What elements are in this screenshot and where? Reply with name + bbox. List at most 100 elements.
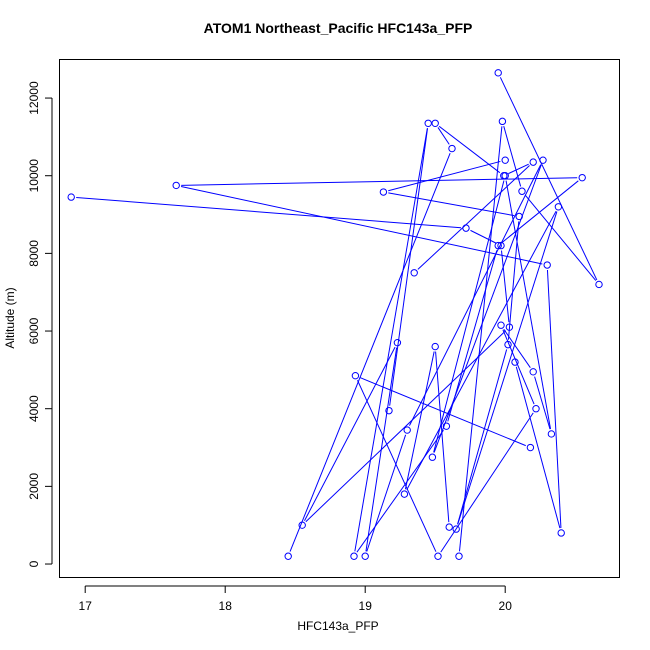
series-lines bbox=[76, 77, 598, 553]
data-point bbox=[351, 371, 360, 380]
series-segment bbox=[515, 366, 561, 529]
data-point bbox=[448, 144, 456, 153]
data-point bbox=[526, 443, 535, 452]
series-segment bbox=[409, 164, 542, 426]
series-segment bbox=[388, 160, 501, 192]
series-segment bbox=[438, 125, 501, 174]
data-point bbox=[431, 119, 439, 127]
series-segment bbox=[534, 376, 551, 430]
y-tick-label: 8000 bbox=[27, 240, 41, 267]
data-point bbox=[442, 422, 451, 430]
series-segment bbox=[508, 163, 529, 175]
data-point bbox=[504, 340, 512, 349]
data-points bbox=[67, 69, 603, 560]
data-point bbox=[501, 172, 509, 180]
series-segment bbox=[357, 380, 437, 552]
series-segment bbox=[457, 349, 508, 525]
x-tick-label: 17 bbox=[79, 599, 93, 613]
data-point bbox=[428, 453, 437, 461]
data-point bbox=[410, 269, 418, 277]
series-segment bbox=[305, 330, 507, 523]
data-point bbox=[529, 158, 537, 166]
series-segment bbox=[437, 127, 450, 145]
x-tick-label: 18 bbox=[219, 599, 233, 613]
data-point bbox=[403, 426, 411, 434]
series-segment bbox=[359, 377, 526, 447]
data-point bbox=[350, 552, 358, 560]
series-segment bbox=[433, 180, 505, 453]
series-segment bbox=[433, 164, 542, 453]
data-point bbox=[455, 552, 463, 560]
chart-title: ATOM1 Northeast_Pacific HFC143a_PFP bbox=[204, 20, 473, 36]
series-segment bbox=[501, 250, 510, 323]
series-segment bbox=[354, 128, 428, 552]
data-point bbox=[578, 173, 586, 182]
series-segment bbox=[366, 434, 407, 552]
data-point bbox=[498, 117, 507, 126]
series-segment bbox=[524, 194, 597, 281]
data-point bbox=[494, 241, 502, 250]
data-point bbox=[529, 368, 537, 376]
series-segment bbox=[404, 351, 435, 490]
series-segment bbox=[181, 177, 578, 186]
data-point bbox=[501, 156, 509, 164]
data-point bbox=[361, 552, 369, 560]
data-point bbox=[505, 323, 514, 331]
x-tick-label: 19 bbox=[359, 599, 373, 613]
data-point bbox=[385, 406, 393, 415]
data-point bbox=[497, 241, 505, 250]
data-point bbox=[462, 224, 470, 232]
series-segment bbox=[289, 152, 451, 552]
data-point bbox=[67, 193, 75, 201]
data-point bbox=[511, 358, 519, 366]
data-point bbox=[172, 181, 180, 190]
data-point bbox=[400, 490, 409, 498]
series-segment bbox=[470, 229, 497, 244]
y-tick-label: 12000 bbox=[27, 81, 41, 115]
series-segment bbox=[440, 412, 534, 553]
data-point bbox=[298, 521, 306, 529]
data-point bbox=[539, 156, 547, 164]
y-axis: 0 2000 4000 6000 8000 10000 12000 bbox=[27, 81, 53, 567]
series-segment bbox=[435, 351, 450, 523]
series-segment bbox=[406, 210, 557, 490]
data-point bbox=[393, 338, 402, 347]
x-axis: 17 18 19 20 bbox=[79, 585, 512, 613]
series-segment bbox=[458, 126, 503, 552]
data-point bbox=[431, 342, 439, 351]
data-point bbox=[497, 321, 505, 329]
x-axis-label: HFC143a_PFP bbox=[297, 619, 378, 633]
y-tick-label: 2000 bbox=[27, 473, 41, 500]
data-point bbox=[547, 430, 556, 438]
series-segment bbox=[505, 180, 552, 430]
series-segment bbox=[388, 192, 515, 217]
series-segment bbox=[389, 128, 429, 406]
data-point bbox=[434, 552, 442, 560]
data-point bbox=[595, 280, 603, 289]
series-segment bbox=[365, 347, 398, 552]
y-tick-label: 10000 bbox=[27, 159, 41, 193]
series-segment bbox=[304, 346, 396, 521]
data-point bbox=[424, 119, 432, 127]
data-point bbox=[284, 552, 292, 560]
data-point bbox=[557, 529, 565, 537]
series-segment bbox=[546, 269, 562, 528]
series-segment bbox=[503, 329, 531, 368]
series-segment bbox=[76, 196, 462, 229]
data-point bbox=[532, 404, 540, 413]
series-segment bbox=[502, 329, 535, 405]
data-point bbox=[515, 212, 523, 221]
series-segment bbox=[457, 211, 558, 525]
y-tick-label: 6000 bbox=[27, 317, 41, 344]
data-point bbox=[452, 525, 460, 533]
series-segment bbox=[501, 180, 579, 243]
plot-area-border bbox=[59, 59, 620, 578]
series-segment bbox=[356, 429, 444, 553]
y-tick-label: 4000 bbox=[27, 395, 41, 422]
data-point bbox=[379, 188, 388, 196]
data-point bbox=[445, 523, 453, 531]
series-segment bbox=[180, 185, 543, 265]
y-tick-label: 0 bbox=[27, 560, 41, 567]
data-point bbox=[554, 203, 563, 211]
